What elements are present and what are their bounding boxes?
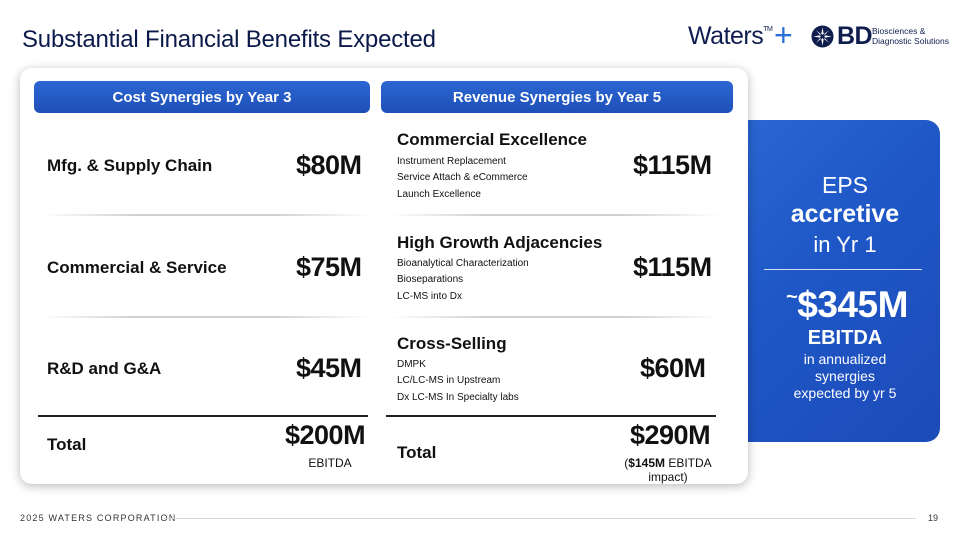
cost-row-label: R&D and G&A	[47, 359, 162, 378]
cost-row-label: Mfg. & Supply Chain	[47, 156, 213, 175]
plus-sign: +	[774, 17, 793, 53]
bd-subtitle-line2: Diagnostic Solutions	[872, 36, 950, 46]
page-title: Substantial Financial Benefits Expected	[22, 26, 436, 53]
revenue-item: LC/LC-MS in Upstream	[397, 375, 501, 386]
revenue-total-label: Total	[397, 443, 437, 462]
page-number: 19	[928, 513, 939, 523]
revenue-item: Launch Excellence	[397, 189, 481, 200]
annualized-line2: synergies	[815, 368, 875, 384]
footer-line	[164, 518, 916, 519]
cost-total-note: EBITDA	[308, 456, 352, 470]
revenue-row-value: $115M	[633, 150, 712, 180]
revenue-total-note-line2: impact)	[648, 470, 688, 484]
summary-divider	[764, 269, 922, 270]
bd-logo-text: BD	[837, 22, 873, 50]
accretive-label: accretive	[790, 200, 900, 228]
revenue-row-value: $115M	[633, 252, 712, 282]
bd-subtitle-line1: Biosciences &	[872, 26, 926, 36]
cost-synergies-header: Cost Synergies by Year 3	[34, 81, 370, 113]
annualized-note: in annualized synergies expected by yr 5	[770, 351, 920, 402]
divider	[40, 214, 370, 216]
divider	[390, 316, 720, 318]
annualized-line3: expected by yr 5	[793, 385, 897, 401]
revenue-total-note: ($145M EBITDA impact)	[608, 456, 728, 484]
total-synergy-amount: ~$345M	[752, 284, 942, 326]
cost-total-value: $200M	[285, 420, 366, 450]
divider	[40, 316, 370, 318]
cost-total-label: Total	[47, 435, 87, 454]
revenue-category: High Growth Adjacencies	[397, 233, 603, 252]
revenue-category: Commercial Excellence	[397, 130, 587, 149]
revenue-synergies-header: Revenue Synergies by Year 5	[381, 81, 733, 113]
footer-company: 2025 WATERS CORPORATION	[20, 513, 177, 523]
ebitda-label: EBITDA	[807, 327, 883, 349]
cost-row-label: Commercial & Service	[47, 258, 227, 277]
revenue-total-value: $290M	[630, 420, 711, 450]
eps-label: EPS	[821, 172, 869, 198]
divider	[390, 214, 720, 216]
in-year-label: in Yr 1	[813, 232, 877, 257]
waters-logo-text: Waters	[688, 22, 764, 50]
bd-subtitle: Biosciences & Diagnostic Solutions	[872, 26, 949, 46]
revenue-item: Service Attach & eCommerce	[397, 172, 528, 183]
revenue-row-value: $60M	[640, 353, 706, 383]
synergies-card	[20, 68, 748, 484]
note-ebitda-amount: $145M	[628, 456, 665, 470]
cost-total-line	[38, 415, 368, 417]
bd-starburst-icon	[811, 25, 834, 48]
revenue-item: LC-MS into Dx	[397, 291, 463, 302]
revenue-item: Bioseparations	[397, 274, 464, 285]
note-open-paren: (	[624, 456, 629, 470]
revenue-item: Bioanalytical Characterization	[397, 258, 529, 269]
cost-row-value: $80M	[296, 150, 362, 180]
waters-tm: TM	[763, 26, 773, 33]
revenue-category: Cross-Selling	[397, 334, 507, 353]
revenue-total-note-line1: ($145M EBITDA	[608, 456, 728, 470]
revenue-item: DMPK	[397, 359, 426, 370]
annualized-line1: in annualized	[803, 351, 887, 367]
revenue-total-line	[386, 415, 716, 417]
amount-value: $345M	[797, 284, 908, 325]
cost-row-value: $75M	[296, 252, 362, 282]
waters-logo: WatersTM	[688, 22, 773, 51]
approx-tilde: ~	[786, 286, 798, 308]
cost-row-value: $45M	[296, 353, 362, 383]
revenue-item: Instrument Replacement	[397, 156, 506, 167]
revenue-item: Dx LC-MS In Specialty labs	[397, 392, 519, 403]
note-ebitda-label: EBITDA	[665, 456, 712, 470]
